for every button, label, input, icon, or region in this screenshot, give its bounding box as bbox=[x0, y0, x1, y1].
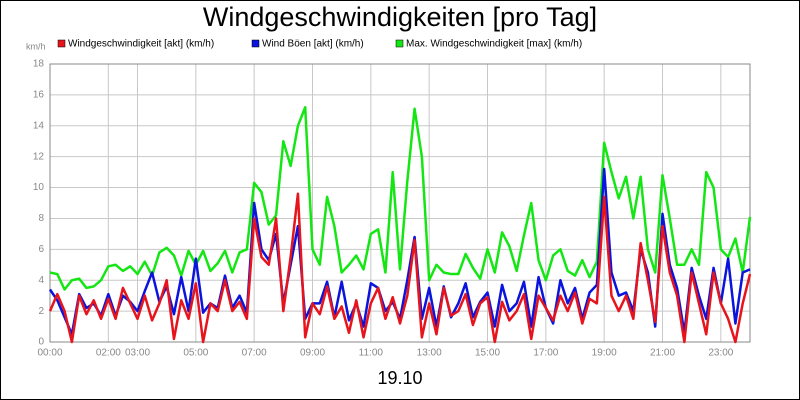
legend-label: Windgeschwindigkeit [akt] (km/h) bbox=[68, 39, 214, 50]
y-tick-label: 18 bbox=[33, 59, 45, 70]
y-tick-label: 12 bbox=[33, 151, 45, 162]
x-tick-label: 02:00 bbox=[96, 348, 121, 359]
y-axis-unit: km/h bbox=[26, 41, 46, 51]
y-tick-label: 4 bbox=[38, 275, 44, 286]
x-tick-label: 11:00 bbox=[359, 348, 384, 359]
x-tick-label: 23:00 bbox=[708, 348, 733, 359]
x-tick-label: 17:00 bbox=[533, 348, 558, 359]
y-tick-label: 2 bbox=[38, 306, 44, 317]
x-tick-label: 15:00 bbox=[475, 348, 500, 359]
y-tick-label: 14 bbox=[33, 120, 45, 131]
y-tick-label: 0 bbox=[38, 337, 44, 348]
y-tick-label: 10 bbox=[33, 182, 45, 193]
data-line bbox=[49, 105, 752, 291]
y-tick-label: 6 bbox=[38, 244, 44, 255]
x-tick-label: 09:00 bbox=[300, 348, 325, 359]
plot-border bbox=[49, 63, 751, 343]
y-tick-label: 16 bbox=[33, 90, 45, 101]
legend-label: Wind Böen [akt] (km/h) bbox=[262, 39, 364, 50]
y-tick-label: 8 bbox=[38, 213, 44, 224]
legend-swatch bbox=[251, 39, 260, 48]
legend-swatch bbox=[395, 39, 404, 48]
x-tick-label: 19:00 bbox=[592, 348, 617, 359]
x-tick-label: 21:00 bbox=[650, 348, 675, 359]
legend-swatch bbox=[57, 39, 66, 48]
data-line bbox=[48, 192, 752, 344]
x-tick-label: 07:00 bbox=[242, 348, 267, 359]
x-tick-label: 13:00 bbox=[417, 348, 442, 359]
x-tick-label: 05:00 bbox=[183, 348, 208, 359]
x-tick-label: 03:00 bbox=[125, 348, 150, 359]
chart-title: Windgeschwindigkeiten [pro Tag] bbox=[203, 2, 597, 32]
plot-area bbox=[49, 63, 751, 343]
legend-label: Max. Windgeschwindigkeit [max] (km/h) bbox=[406, 39, 582, 50]
x-tick-label: 00:00 bbox=[37, 348, 62, 359]
x-axis-label: 19.10 bbox=[377, 368, 422, 388]
